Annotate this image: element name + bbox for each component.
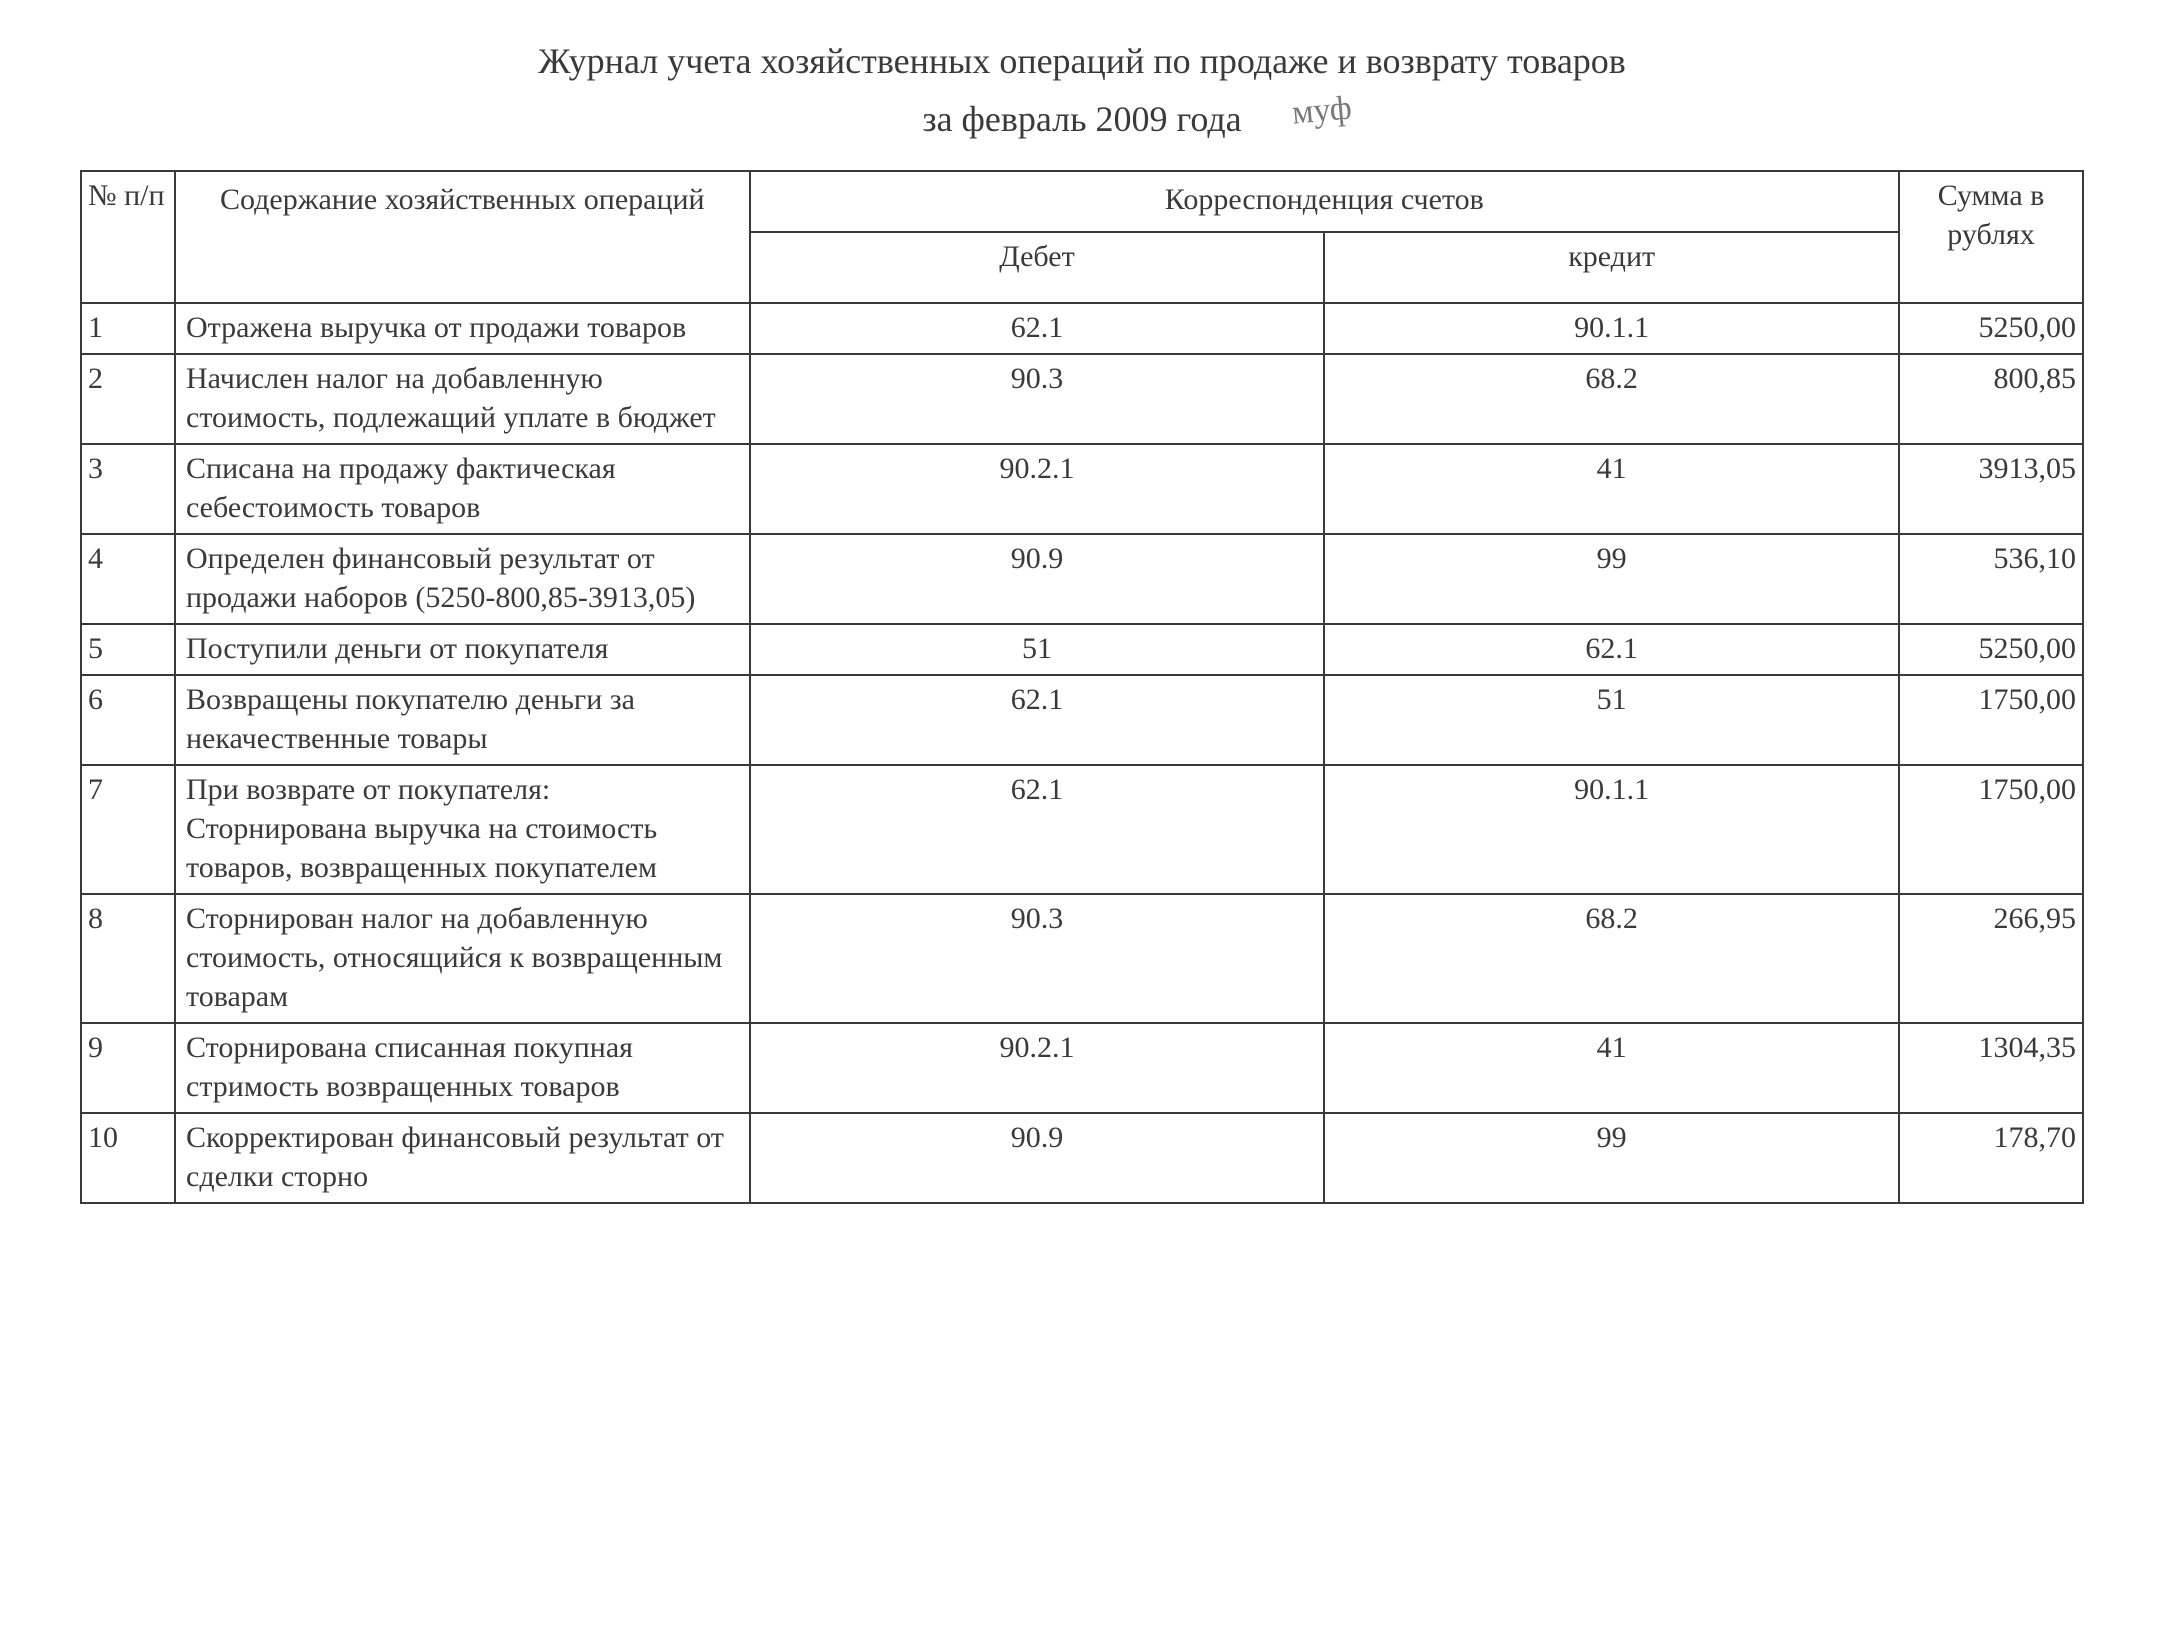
cell-credit: 68.2 [1324,354,1899,444]
cell-description: Списана на продажу фактическая себестоим… [175,444,750,534]
cell-sum: 5250,00 [1899,303,2083,354]
cell-number: 1 [81,303,175,354]
cell-credit: 99 [1324,534,1899,624]
cell-sum: 800,85 [1899,354,2083,444]
cell-debit: 90.9 [750,1113,1325,1203]
cell-sum: 266,95 [1899,894,2083,1023]
cell-number: 9 [81,1023,175,1113]
subtitle-row: за февраль 2009 года муф [80,98,2084,140]
cell-sum: 3913,05 [1899,444,2083,534]
table-row: 10Скорректирован финансовый результат от… [81,1113,2083,1203]
cell-number: 10 [81,1113,175,1203]
table-row: 3Списана на продажу фактическая себестои… [81,444,2083,534]
cell-sum: 1750,00 [1899,765,2083,894]
cell-credit: 51 [1324,675,1899,765]
cell-debit: 51 [750,624,1325,675]
cell-description: Сторнирован налог на добавленную стоимос… [175,894,750,1023]
cell-number: 3 [81,444,175,534]
cell-description: Начислен налог на добавленную стоимость,… [175,354,750,444]
cell-debit: 90.2.1 [750,444,1325,534]
cell-number: 4 [81,534,175,624]
cell-debit: 62.1 [750,765,1325,894]
cell-credit: 62.1 [1324,624,1899,675]
cell-debit: 62.1 [750,675,1325,765]
cell-description: Определен финансовый результат от продаж… [175,534,750,624]
header-description: Содержание хозяйственных операций [175,171,750,303]
cell-number: 7 [81,765,175,894]
cell-debit: 90.2.1 [750,1023,1325,1113]
cell-description: При возврате от покупателя: Сторнирована… [175,765,750,894]
cell-description: Сторнирована списанная покупная стримост… [175,1023,750,1113]
handwritten-annotation: муф [1290,89,1353,132]
table-row: 8Сторнирован налог на добавленную стоимо… [81,894,2083,1023]
cell-credit: 90.1.1 [1324,303,1899,354]
cell-credit: 68.2 [1324,894,1899,1023]
header-credit: кредит [1324,232,1899,303]
cell-number: 8 [81,894,175,1023]
cell-debit: 90.3 [750,894,1325,1023]
cell-number: 6 [81,675,175,765]
cell-number: 5 [81,624,175,675]
operations-table: № п/п Содержание хозяйственных операций … [80,170,2084,1204]
cell-sum: 1304,35 [1899,1023,2083,1113]
table-row: 1Отражена выручка от продажи товаров62.1… [81,303,2083,354]
cell-credit: 90.1.1 [1324,765,1899,894]
cell-description: Отражена выручка от продажи товаров [175,303,750,354]
table-row: 6Возвращены покупателю деньги за некачес… [81,675,2083,765]
header-debit: Дебет [750,232,1325,303]
table-row: 4Определен финансовый результат от прода… [81,534,2083,624]
document-subtitle: за февраль 2009 года [922,98,1241,140]
cell-debit: 62.1 [750,303,1325,354]
cell-description: Скорректирован финансовый результат от с… [175,1113,750,1203]
header-correspondence: Корреспонденция счетов [750,171,1899,232]
cell-sum: 536,10 [1899,534,2083,624]
document-title: Журнал учета хозяйственных операций по п… [80,40,2084,82]
cell-number: 2 [81,354,175,444]
cell-sum: 178,70 [1899,1113,2083,1203]
table-row: 7При возврате от покупателя: Сторнирован… [81,765,2083,894]
cell-credit: 41 [1324,444,1899,534]
cell-sum: 5250,00 [1899,624,2083,675]
cell-description: Поступили деньги от покупателя [175,624,750,675]
cell-debit: 90.3 [750,354,1325,444]
cell-credit: 99 [1324,1113,1899,1203]
table-row: 5Поступили деньги от покупателя5162.1525… [81,624,2083,675]
cell-debit: 90.9 [750,534,1325,624]
cell-description: Возвращены покупателю деньги за некачест… [175,675,750,765]
cell-credit: 41 [1324,1023,1899,1113]
header-number: № п/п [81,171,175,303]
header-sum: Сумма в рублях [1899,171,2083,303]
table-row: 9Сторнирована списанная покупная стримос… [81,1023,2083,1113]
table-row: 2Начислен налог на добавленную стоимость… [81,354,2083,444]
cell-sum: 1750,00 [1899,675,2083,765]
